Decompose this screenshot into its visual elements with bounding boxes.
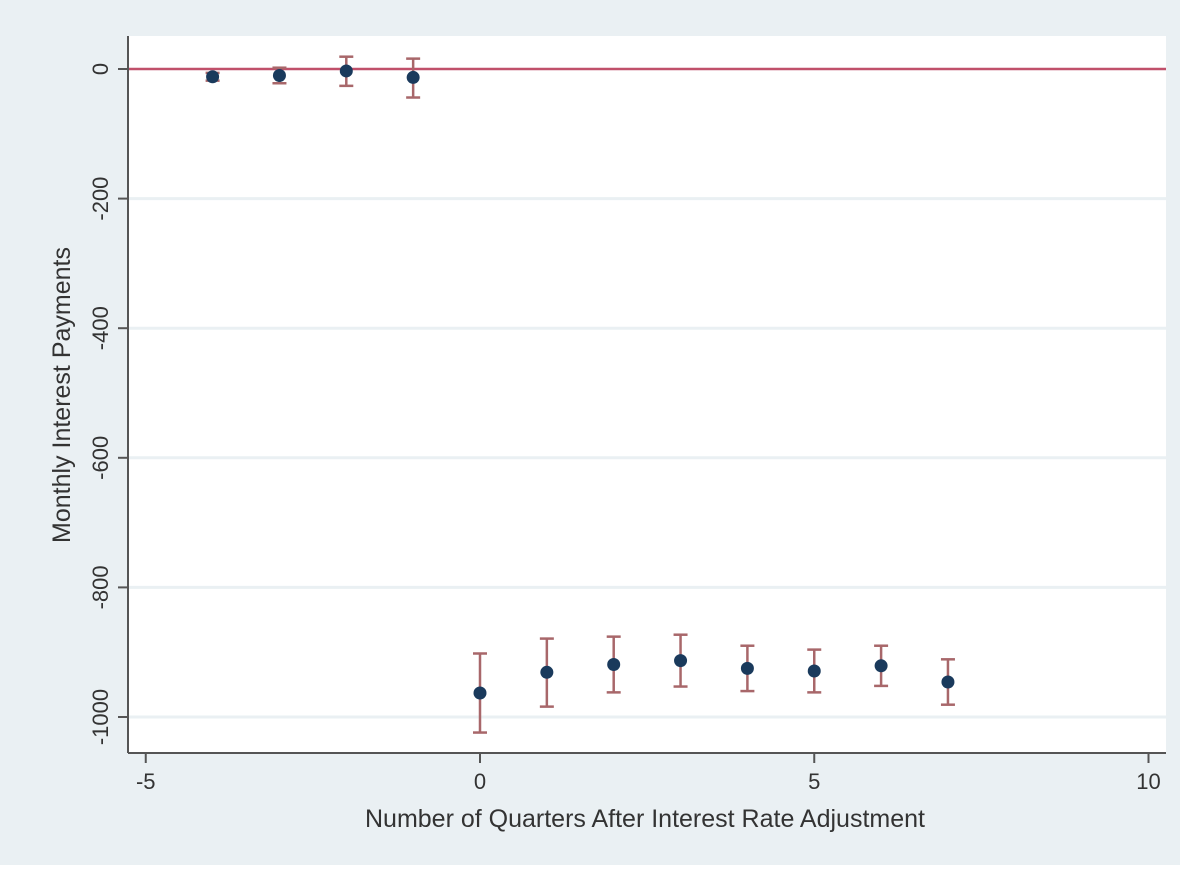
plot-area xyxy=(128,36,1166,753)
axes: 0 -200 -400 -600 -800 -1000 -5 0 5 10 xyxy=(88,36,1166,794)
data-point xyxy=(807,664,821,678)
x-tick-label: 5 xyxy=(808,769,820,794)
data-point xyxy=(607,658,621,672)
data-point xyxy=(941,675,955,689)
y-axis-label: Monthly Interest Payments xyxy=(48,247,76,543)
data-point xyxy=(272,68,286,82)
data-points xyxy=(206,64,955,700)
x-axis-label: Number of Quarters After Interest Rate A… xyxy=(365,805,925,833)
data-point xyxy=(406,70,420,84)
data-point xyxy=(740,661,754,675)
x-tick-label: 0 xyxy=(474,769,486,794)
gridlines xyxy=(128,197,1166,719)
data-point xyxy=(206,70,220,84)
y-tick-label: -800 xyxy=(88,565,113,609)
data-point xyxy=(540,665,554,679)
data-point xyxy=(339,64,353,78)
y-tick-label: -1000 xyxy=(88,689,113,745)
x-tick-label: 10 xyxy=(1136,769,1160,794)
data-point xyxy=(674,654,688,668)
y-tick-label: -200 xyxy=(88,177,113,221)
y-tick-label: 0 xyxy=(88,63,113,75)
data-point xyxy=(473,686,487,700)
y-tick-label: -400 xyxy=(88,306,113,350)
x-tick-label: -5 xyxy=(136,769,156,794)
y-tick-label: -600 xyxy=(88,436,113,480)
data-point xyxy=(874,659,888,673)
